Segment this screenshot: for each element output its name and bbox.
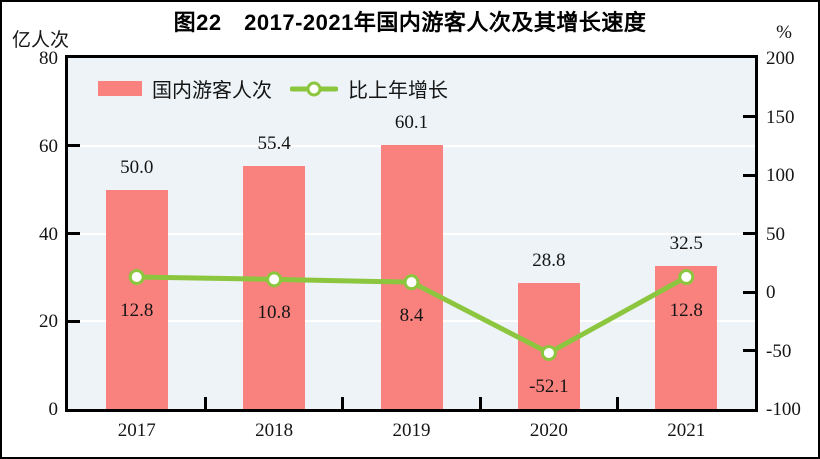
plot-area: 国内游客人次 比上年增长 50.0 55.4 60.1 28.8 32.5 12.8 10.… bbox=[65, 55, 758, 412]
x-axis-tick bbox=[478, 397, 482, 409]
right-axis-tick bbox=[743, 115, 755, 118]
growth-value-label: 8.4 bbox=[399, 305, 424, 327]
x-axis-label: 2021 bbox=[667, 420, 706, 441]
bar-value-label: 28.8 bbox=[532, 249, 566, 271]
legend: 国内游客人次 比上年增长 bbox=[98, 74, 448, 103]
bar-2017 bbox=[105, 189, 168, 409]
bar-value-label: 55.4 bbox=[257, 132, 291, 154]
x-axis-tick bbox=[616, 397, 620, 409]
legend-bar-label: 国内游客人次 bbox=[152, 80, 272, 102]
growth-value-label: 12.8 bbox=[120, 300, 154, 322]
x-axis-label: 2019 bbox=[392, 420, 431, 441]
x-axis-label: 2020 bbox=[529, 420, 568, 441]
left-axis-unit: 亿人次 bbox=[12, 30, 70, 51]
right-axis-label: -100 bbox=[766, 399, 801, 420]
right-axis-tick bbox=[743, 290, 755, 294]
growth-marker bbox=[678, 269, 695, 286]
growth-value-label: 10.8 bbox=[257, 302, 291, 324]
legend-line-label: 比上年增长 bbox=[348, 80, 448, 102]
right-axis-unit: % bbox=[776, 22, 792, 43]
left-axis-label: 0 bbox=[48, 399, 59, 420]
right-axis-label: 0 bbox=[766, 282, 776, 303]
left-axis-label: 80 bbox=[39, 48, 58, 69]
right-axis-label: 150 bbox=[766, 106, 795, 128]
chart-title: 图22 2017-2021年国内游客人次及其增长速度 bbox=[173, 10, 647, 35]
legend-line-marker-icon bbox=[290, 81, 338, 96]
legend-bar-swatch bbox=[98, 81, 142, 96]
bar-value-label: 50.0 bbox=[120, 156, 154, 178]
right-axis-tick bbox=[743, 349, 755, 352]
growth-marker bbox=[266, 271, 283, 288]
legend-line-circle bbox=[306, 81, 322, 96]
x-axis-label: 2018 bbox=[255, 420, 294, 441]
right-axis-label: 200 bbox=[766, 48, 795, 69]
growth-value-label: 12.8 bbox=[669, 300, 703, 322]
right-axis-label: 100 bbox=[766, 165, 795, 186]
x-axis-label: 2017 bbox=[117, 420, 156, 441]
x-axis-tick bbox=[341, 397, 345, 409]
left-axis-tick bbox=[68, 319, 80, 323]
left-axis-tick bbox=[68, 232, 80, 235]
x-axis-tick bbox=[203, 397, 207, 409]
left-axis-label: 20 bbox=[39, 311, 58, 333]
bar-2018 bbox=[243, 165, 306, 409]
left-axis-tick bbox=[68, 144, 80, 148]
growth-marker bbox=[128, 269, 145, 286]
growth-value-label: -52.1 bbox=[529, 375, 569, 397]
right-axis-tick bbox=[743, 173, 755, 177]
right-axis-tick bbox=[743, 232, 755, 235]
bar-value-label: 60.1 bbox=[394, 112, 429, 134]
right-axis-label: -50 bbox=[766, 340, 792, 362]
right-axis-label: 50 bbox=[766, 223, 785, 245]
growth-marker bbox=[403, 274, 420, 291]
left-axis-label: 60 bbox=[39, 135, 58, 157]
left-axis-label: 40 bbox=[39, 223, 58, 245]
growth-marker bbox=[540, 344, 557, 361]
bar-value-label: 32.5 bbox=[669, 233, 703, 255]
growth-line-layer bbox=[128, 269, 695, 361]
